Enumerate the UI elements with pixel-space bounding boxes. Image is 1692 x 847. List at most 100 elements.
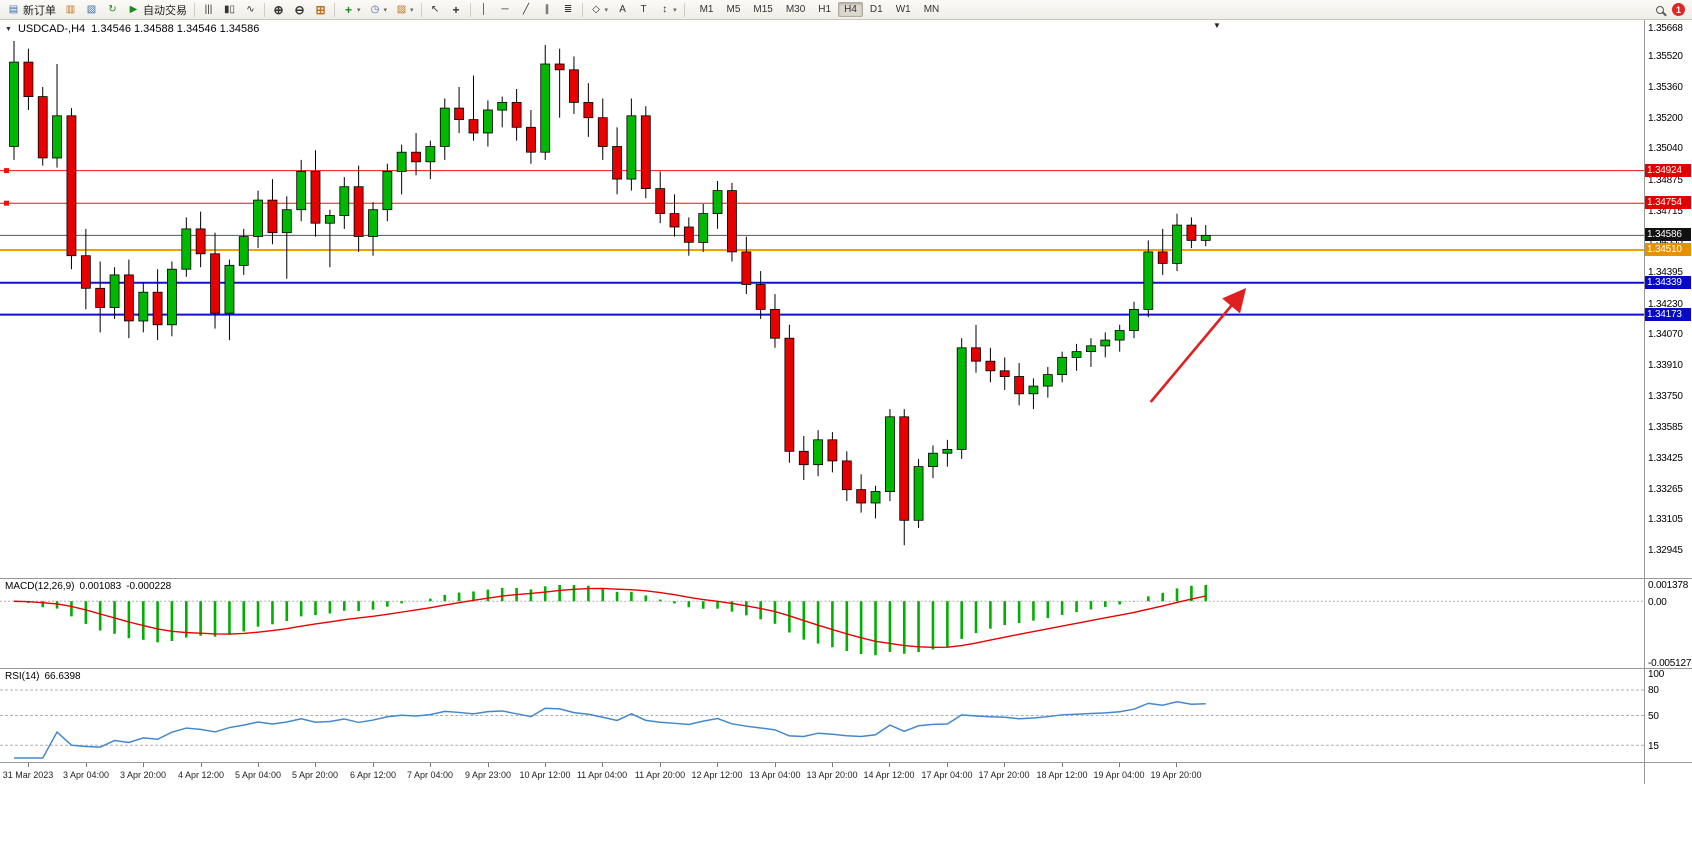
macd-axis-label: 0.00 (1648, 597, 1667, 608)
crosshair-button[interactable]: + (446, 1, 467, 18)
price-axis-label: 1.33425 (1648, 453, 1683, 464)
rsi-chart-svg[interactable] (0, 669, 1644, 762)
rsi-line (14, 700, 1206, 759)
chevron-down-icon: ▾ (357, 6, 361, 14)
candle-body (712, 190, 723, 215)
autotrading-button[interactable]: ▶ 自动交易 (123, 1, 191, 18)
timeframe-button-m30[interactable]: M30 (785, 4, 806, 15)
macd-chart-svg[interactable] (0, 579, 1644, 668)
candle-body (1200, 234, 1211, 241)
price-axis-label: 1.32945 (1648, 545, 1683, 556)
search-button[interactable] (1652, 1, 1668, 18)
cursor-button[interactable]: ↖ (425, 1, 446, 18)
candle-body (138, 291, 149, 322)
chart-title-triangle-icon[interactable]: ▼ (5, 25, 12, 33)
shapes-button[interactable]: ◇ ▾ (586, 1, 613, 18)
time-axis-label: 10 Apr 12:00 (519, 770, 571, 780)
indicators-button[interactable]: + ▾ (338, 1, 365, 18)
text-label-button[interactable]: T (633, 1, 654, 18)
candle-body (152, 291, 163, 326)
candle-body (52, 115, 62, 159)
candle-body (942, 448, 953, 454)
chevron-down-icon: ▾ (604, 6, 609, 14)
candle-body (109, 274, 120, 308)
candle-body (238, 236, 249, 266)
timeframe-button-m5[interactable]: M5 (726, 4, 741, 15)
rsi-plot[interactable]: RSI(14) 66.6398 (0, 669, 1644, 762)
time-axis-tick (1119, 763, 1120, 767)
timeframe-button-h1[interactable]: H1 (818, 4, 832, 15)
candle-body (626, 115, 637, 180)
rsi-axis-label: 80 (1648, 685, 1659, 696)
line-chart-button[interactable]: ∿ (240, 1, 261, 18)
timeframe-button-mn[interactable]: MN (923, 4, 940, 15)
candle-body (468, 119, 479, 134)
time-axis[interactable]: 31 Mar 2023 3 Apr 04:00 3 Apr 20:00 4 Apr 1… (0, 762, 1692, 784)
channel-button[interactable]: ∥ (537, 1, 558, 18)
crosshair-icon: + (452, 2, 460, 17)
timeframe-button-h4[interactable]: H4 (838, 2, 863, 17)
chart-ohlc-values: 1.34546 1.34588 1.34546 1.34586 (91, 23, 260, 35)
refresh-button[interactable]: ↻ (102, 1, 123, 18)
timeframe-button-w1[interactable]: W1 (895, 4, 911, 15)
templates-button[interactable]: ▨ ▾ (391, 1, 418, 18)
time-axis-label: 6 Apr 12:00 (349, 770, 397, 780)
candlestick-chart-svg[interactable] (0, 20, 1644, 578)
time-axis-tick (1176, 763, 1177, 767)
text-button[interactable]: A (612, 1, 633, 18)
macd-axis-label: 0.001378 (1648, 580, 1689, 591)
trendline-button[interactable]: ╱ (516, 1, 537, 18)
fibonacci-button[interactable]: ≣ (558, 1, 579, 18)
vertical-line-button[interactable]: │ (474, 1, 495, 18)
candlestick-chart-icon: ▮▯ (223, 3, 235, 15)
zoom-in-button[interactable]: ⊕ (268, 1, 289, 18)
zoom-in-icon: ⊕ (273, 2, 284, 17)
rsi-axis[interactable]: 100 80 50 15 (1644, 669, 1692, 762)
time-axis-tick (660, 763, 661, 767)
bar-chart-button[interactable]: ||| (198, 1, 219, 18)
candle-body (798, 450, 809, 466)
horizontal-line-button[interactable]: ─ (495, 1, 516, 18)
time-axis-tick (889, 763, 890, 767)
candle-chart-button[interactable]: ▮▯ (219, 1, 240, 18)
trend-arrow-object[interactable] (1149, 288, 1247, 403)
time-axis-label: 17 Apr 20:00 (978, 770, 1030, 780)
candle-body (913, 466, 924, 521)
timeframe-button-m15[interactable]: M15 (753, 4, 773, 15)
new-order-button[interactable]: ▤ 新订单 (3, 1, 60, 18)
notification-badge[interactable]: 1 (1672, 3, 1685, 16)
line-handle[interactable] (4, 168, 10, 174)
refresh-icon: ↻ (108, 3, 117, 15)
rsi-label: RSI(14) 66.6398 (5, 671, 81, 682)
macd-axis[interactable]: 0.001378 0.00 -0.005127 (1644, 579, 1692, 668)
price-tag: 1.34754 (1645, 196, 1691, 209)
periods-button[interactable]: ◷ ▾ (365, 1, 392, 18)
main-chart-plot[interactable]: ▼ USDCAD-,H4 1.34546 1.34588 1.34546 1.3… (0, 20, 1644, 578)
chart-shift-marker[interactable]: ▼ (1213, 21, 1221, 30)
toolbar-separator (334, 2, 335, 17)
zoom-out-button[interactable]: ⊖ (289, 1, 310, 18)
time-axis-label: 13 Apr 20:00 (806, 770, 858, 780)
macd-plot[interactable]: MACD(12,26,9) 0.001083 -0.000228 (0, 579, 1644, 668)
candle-body (1071, 351, 1082, 358)
toolbar-separator (683, 2, 685, 17)
arrows-button[interactable]: ↕ ▾ (654, 1, 681, 18)
price-axis[interactable]: 1.35668 1.35520 1.35360 1.35200 1.35040 1.348… (1644, 20, 1692, 578)
timeframe-button-m1[interactable]: M1 (699, 4, 714, 15)
tile-windows-button[interactable]: ⊞ (310, 1, 331, 18)
candle-body (1014, 376, 1025, 395)
price-axis-label: 1.33105 (1648, 514, 1683, 525)
candle-body (727, 190, 737, 253)
time-axis-tick (488, 763, 489, 767)
time-axis-tick (201, 763, 202, 767)
candle-body (640, 115, 651, 190)
timeframe-button-d1[interactable]: D1 (869, 4, 883, 15)
time-axis-tick (947, 763, 948, 767)
chart-window-button[interactable]: ▥ (60, 1, 81, 18)
candle-body (1129, 308, 1139, 331)
time-axis-label: 12 Apr 12:00 (691, 770, 743, 780)
profiles-button[interactable]: ▧ (81, 1, 102, 18)
price-axis-label: 1.34070 (1648, 329, 1683, 340)
line-handle[interactable] (4, 200, 10, 206)
candle-body (80, 255, 91, 289)
